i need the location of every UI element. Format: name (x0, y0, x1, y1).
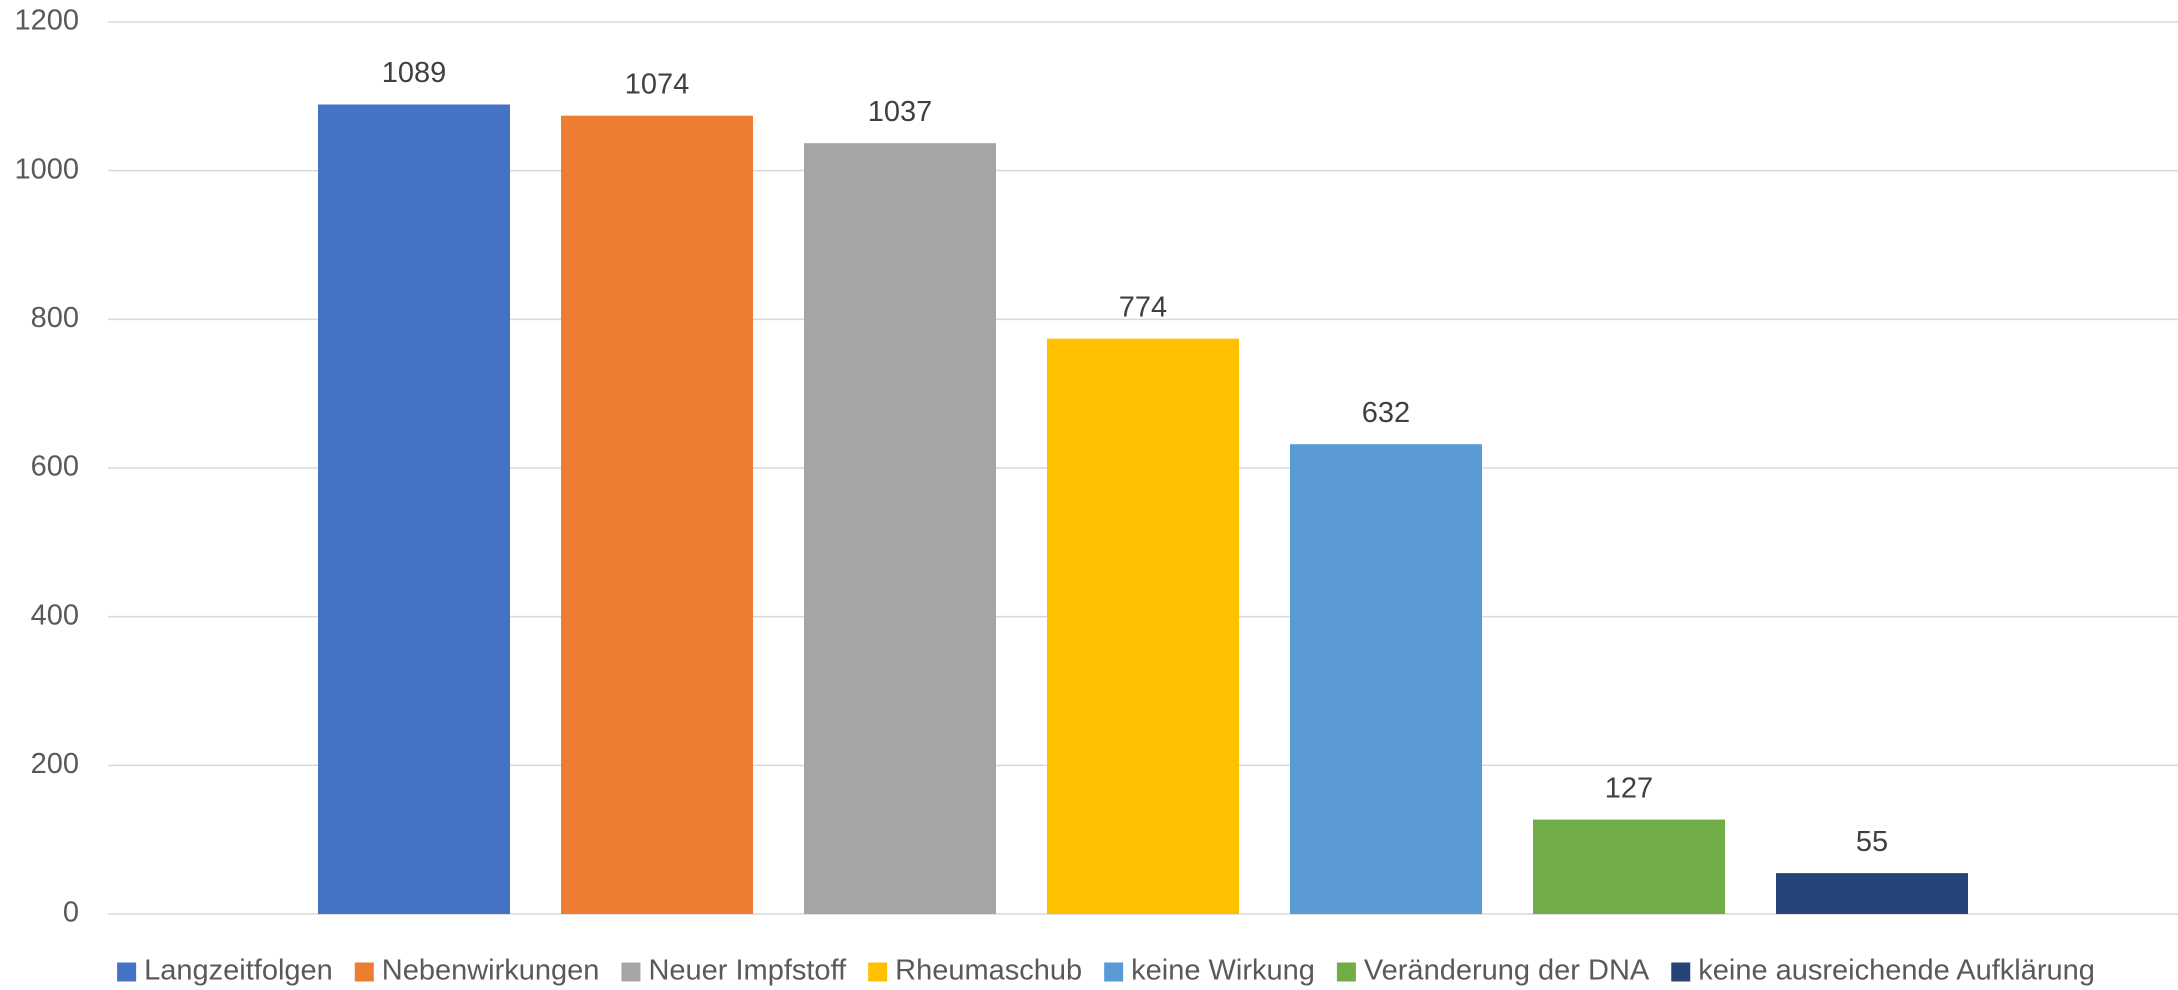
y-tick-label: 1200 (14, 5, 79, 37)
data-label: 632 (1362, 397, 1410, 429)
legend-label: keine ausreichende Aufklärung (1698, 955, 2095, 987)
legend-label: Neuer Impfstoff (648, 955, 847, 987)
bar (1290, 444, 1482, 914)
bar (1533, 819, 1725, 914)
data-label: 1037 (868, 96, 933, 128)
data-label: 774 (1119, 291, 1167, 323)
data-label: 55 (1856, 826, 1888, 858)
y-tick-label: 1000 (14, 153, 79, 185)
data-label: 1089 (382, 57, 447, 89)
legend-swatch (117, 962, 137, 982)
bar (561, 115, 753, 914)
data-label: 127 (1605, 772, 1653, 804)
legend-swatch (621, 962, 641, 982)
legend-swatch (354, 962, 374, 982)
y-tick-label: 800 (31, 302, 79, 334)
legend-swatch (1104, 962, 1124, 982)
bar (1776, 873, 1968, 914)
legend-label: Nebenwirkungen (382, 955, 600, 987)
legend-swatch (868, 962, 888, 982)
legend-swatch (1671, 962, 1691, 982)
bar (804, 143, 996, 914)
legend-label: Rheumaschub (895, 955, 1082, 987)
bar (1047, 338, 1239, 914)
y-tick-label: 0 (63, 897, 79, 929)
y-tick-label: 200 (31, 748, 79, 780)
bar (318, 104, 510, 914)
legend-label: Veränderung der DNA (1364, 955, 1650, 987)
y-tick-label: 400 (31, 599, 79, 631)
data-label: 1074 (625, 68, 690, 100)
legend-label: Langzeitfolgen (144, 955, 333, 987)
y-tick-label: 600 (31, 451, 79, 483)
legend-swatch (1336, 962, 1356, 982)
legend-label: keine Wirkung (1131, 955, 1315, 987)
